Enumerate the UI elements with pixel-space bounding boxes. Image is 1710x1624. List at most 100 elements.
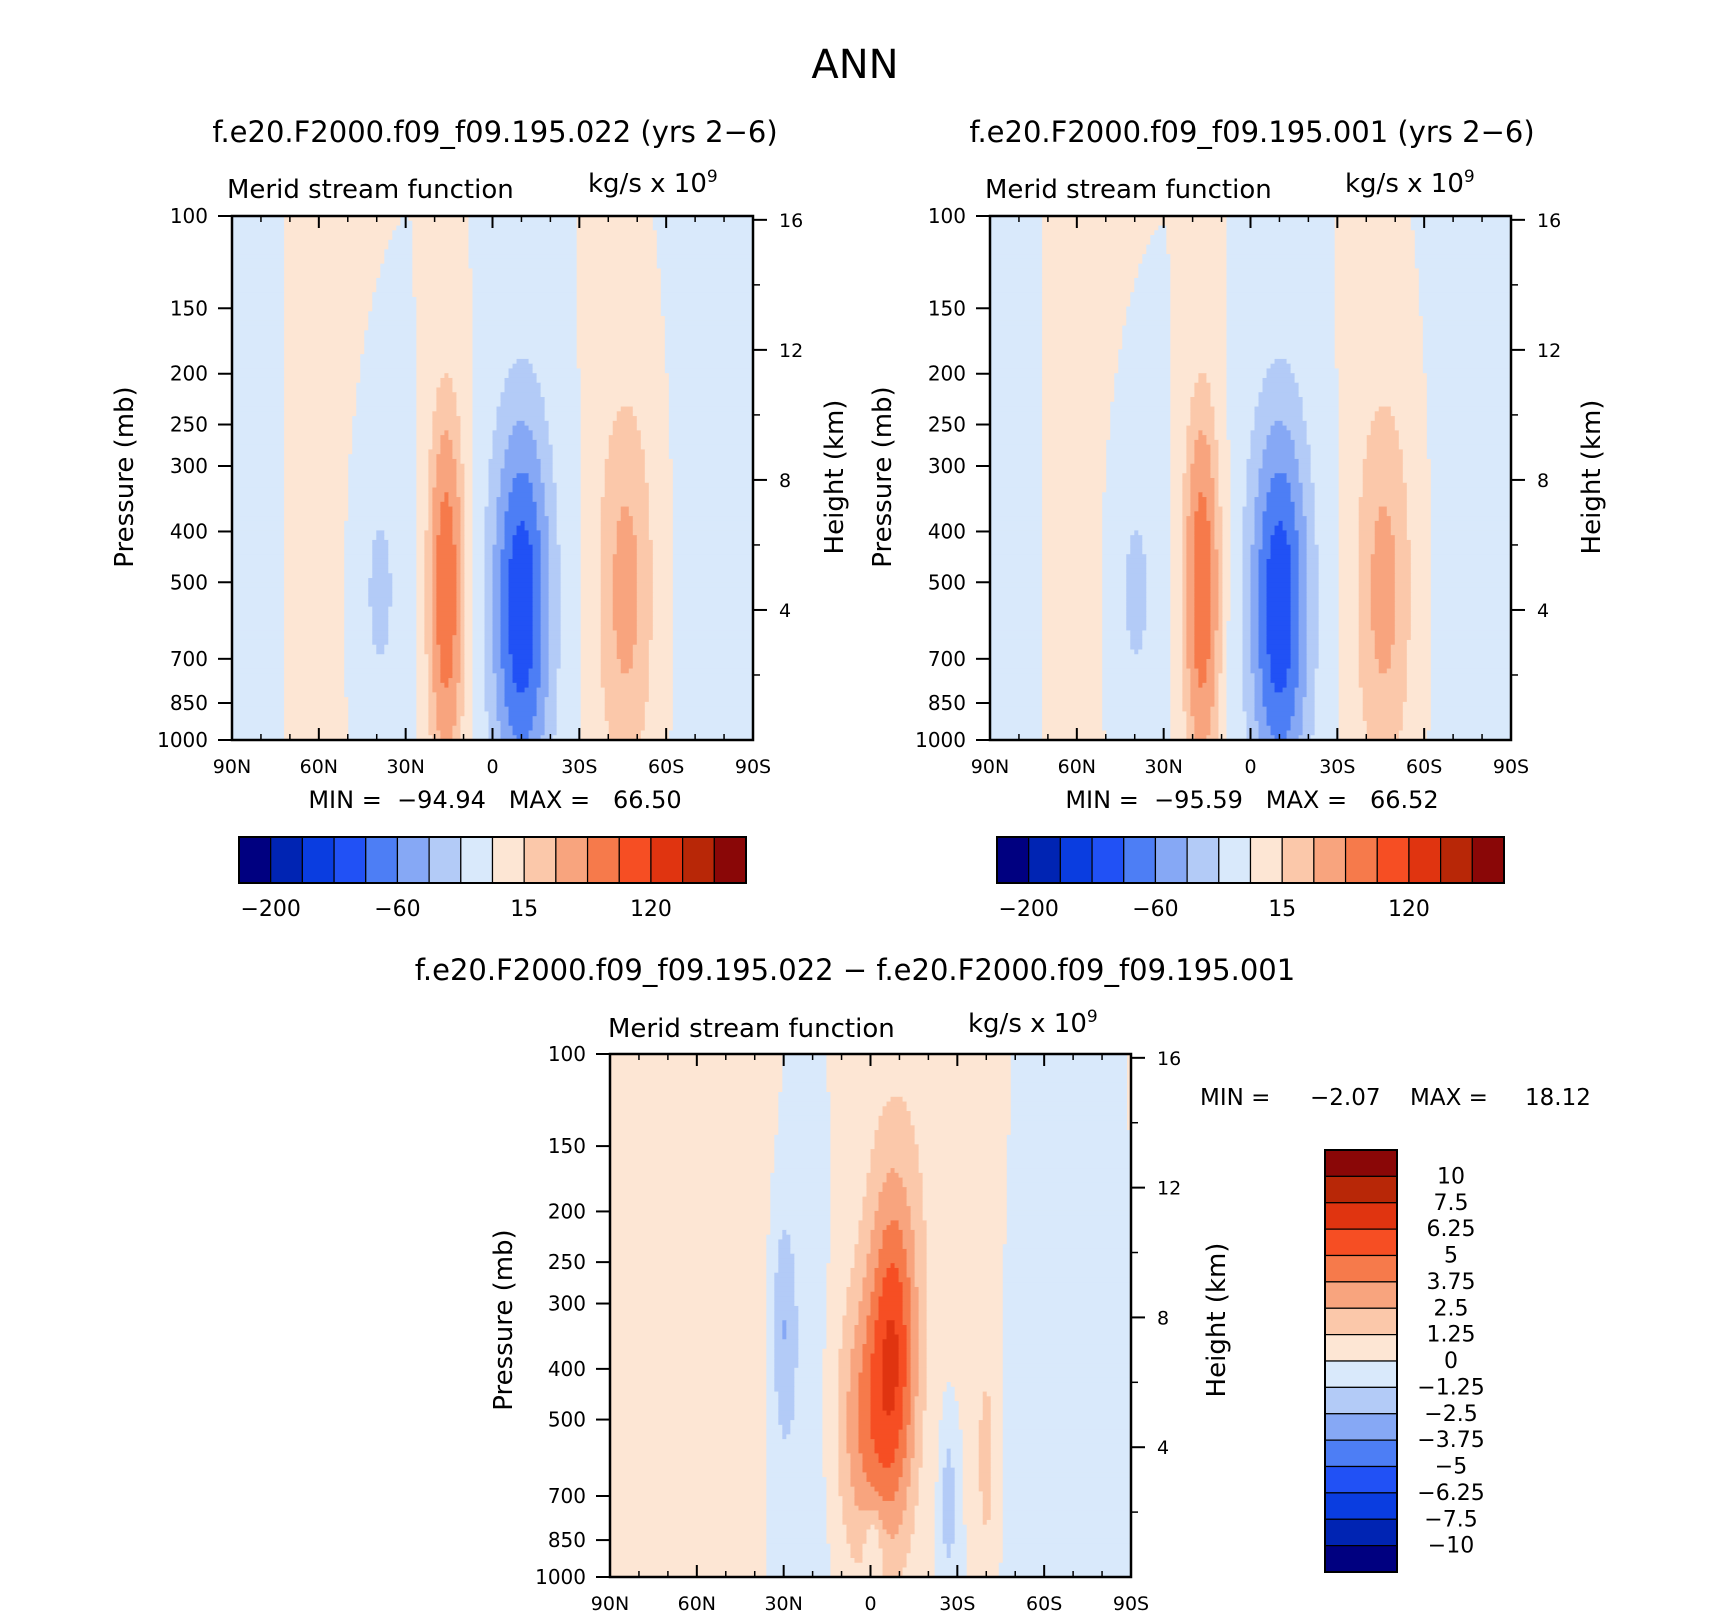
p1-plot-contour-cell	[388, 640, 417, 645]
p1-plot-contour-cell	[557, 511, 582, 516]
p2-plot-contour-cell	[1255, 521, 1264, 526]
p3-plot-contour-cell	[883, 1396, 896, 1401]
p1-plot-contour-cell	[581, 640, 602, 645]
p1-plot-contour-cell	[609, 449, 646, 454]
p1-plot-contour-cell	[416, 507, 429, 512]
p1-plot-contour-cell	[372, 607, 389, 612]
p1-plot-contour-cell	[416, 707, 429, 712]
p2-plot-y-right-tick-label: 16	[1537, 210, 1561, 232]
p1-plot-contour-cell	[533, 626, 542, 631]
p2-plot-contour-cell	[1335, 292, 1420, 297]
p1-plot-contour-cell	[617, 416, 638, 421]
p1-plot-contour-cell	[440, 649, 453, 654]
p2-plot-contour-cell	[1126, 578, 1147, 583]
p1-plot-contour-cell	[448, 678, 461, 683]
p3-plot-contour-cell	[850, 1377, 859, 1382]
p1-plot-contour-cell	[432, 526, 441, 531]
p1-plot-contour-cell	[428, 497, 433, 502]
p1-plot-contour-cell	[456, 554, 461, 559]
p1-plot-contour-cell	[505, 521, 522, 526]
p2-plot-contour-cell	[1407, 659, 1432, 664]
p2-plot-contour-cell	[1186, 454, 1195, 459]
p1-plot-contour-cell	[509, 649, 534, 654]
p2-plot-contour-cell	[1295, 702, 1304, 707]
p3-plot-contour-cell	[875, 1330, 888, 1335]
p1-plot-contour-cell	[472, 349, 577, 354]
p3-plot-contour-cell	[866, 1325, 875, 1330]
p1-plot-contour-cell	[416, 597, 425, 602]
p2-plot-contour-cell	[1267, 440, 1296, 445]
p1-plot-contour-cell	[501, 607, 510, 612]
p1-plot-contour-cell	[472, 435, 493, 440]
p2-plot-contour-cell	[1194, 392, 1211, 397]
p1-plot-contour-cell	[493, 597, 502, 602]
p2-plot-contour-cell	[1194, 630, 1211, 635]
p3-plot-contour-cell	[927, 1239, 1008, 1244]
p2-plot-contour-cell	[1170, 468, 1187, 473]
p2-plot-contour-cell	[1307, 535, 1316, 540]
p1-plot-contour-cell	[456, 711, 465, 716]
p2-plot-contour-cell	[1371, 564, 1396, 569]
p1-plot-contour-cell	[517, 421, 526, 426]
p2-plot-contour-cell	[1295, 711, 1304, 716]
p1-plot-contour-cell	[549, 516, 558, 521]
p1-plot-contour-cell	[673, 578, 754, 583]
p2-plot-contour-cell	[990, 273, 1043, 278]
p3-plot-contour-cell	[862, 1287, 875, 1292]
p2-plot-contour-cell	[1242, 692, 1255, 697]
p2-plot-contour-cell	[1222, 554, 1231, 559]
p2-plot-contour-cell	[1395, 549, 1412, 554]
p1-plot-contour-cell	[452, 659, 461, 664]
p1-plot-contour-cell	[460, 678, 465, 683]
p2-plot-contour-cell	[1170, 430, 1187, 435]
p2-plot-contour-cell	[1303, 707, 1316, 712]
p2-plot-contour-cell	[1251, 545, 1264, 550]
p2-plot-contour-cell	[1375, 649, 1392, 654]
p2-plot-contour-cell	[1251, 626, 1260, 631]
p1-plot-contour-cell	[605, 711, 646, 716]
p2-plot-contour-cell	[1291, 430, 1308, 435]
p1-plot-contour-cell	[581, 711, 606, 716]
p2-plot-contour-cell	[1319, 611, 1340, 616]
p3-plot-contour-cell	[923, 1434, 940, 1439]
p3-plot-contour-cell	[887, 1173, 900, 1178]
p2-plot-contour-cell	[1042, 730, 1107, 735]
p3-plot-contour-cell	[778, 1116, 831, 1121]
p3-plot-contour-cell	[927, 1268, 1004, 1273]
p1-plot-contour-cell	[617, 630, 638, 635]
p1-plot-contour-cell	[484, 630, 493, 635]
p1-plot-contour-cell	[372, 621, 389, 626]
p2-plot-contour-cell	[990, 368, 1043, 373]
p2-plot-contour-cell	[1395, 545, 1412, 550]
p1-plot-contour-cell	[436, 711, 457, 716]
p2-plot-contour-cell	[1202, 492, 1215, 497]
p1-plot-contour-cell	[472, 616, 485, 621]
p3-plot-contour-cell	[858, 1420, 871, 1425]
p1-plot-contour-cell	[416, 345, 473, 350]
p2-plot-field	[990, 216, 1512, 741]
p3-plot-contour-cell	[858, 1306, 871, 1311]
p1-plot-contour-cell	[501, 621, 510, 626]
p1-plot-contour-cell	[232, 307, 285, 312]
p1-plot-contour-cell	[673, 488, 754, 493]
p2-plot-contour-cell	[1186, 649, 1195, 654]
p2-plot-contour-cell	[1407, 483, 1432, 488]
p2-plot-contour-cell	[1299, 569, 1308, 574]
p2-plot-contour-cell	[1226, 316, 1335, 321]
p2-plot-contour-cell	[1315, 488, 1340, 493]
p1-plot-contour-cell	[609, 440, 642, 445]
p1-plot-contour-cell	[577, 245, 658, 250]
p2-plot-contour-cell	[1206, 659, 1215, 664]
p3-plot-contour-cell	[838, 1415, 847, 1420]
p2-plot-contour-cell	[1226, 359, 1275, 364]
p1-plot-contour-cell	[232, 287, 285, 292]
p1-plot-contour-cell	[497, 711, 510, 716]
p1-plot-contour-cell	[464, 564, 473, 569]
p2-plot-contour-cell	[1142, 254, 1171, 259]
p2-plot-contour-cell	[1106, 454, 1171, 459]
p3-plot-contour-cell	[1007, 1182, 1132, 1187]
p1-plot-contour-cell	[440, 659, 453, 664]
p3-plot-contour-cell	[826, 1073, 1011, 1078]
p3-plot-contour-cell	[883, 1277, 900, 1282]
p1-cbar-swatch	[556, 837, 588, 883]
